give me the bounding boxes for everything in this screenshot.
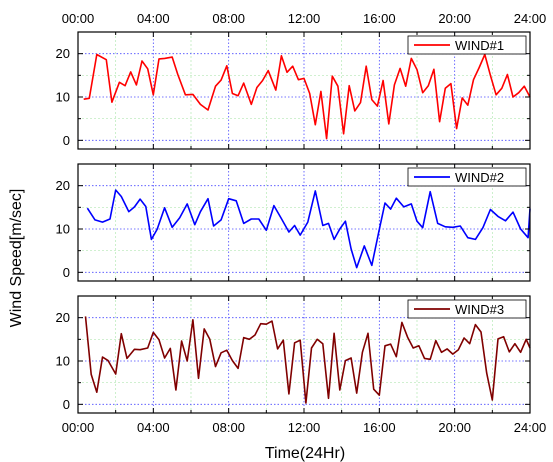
- x-tick-label: 12:00: [288, 11, 321, 26]
- legend-label: WIND#2: [455, 170, 504, 185]
- y-tick-label: 0: [63, 133, 70, 148]
- chart-panel: 0 10 20 WIND#2: [56, 163, 531, 282]
- legend-box: [407, 167, 527, 187]
- y-tick-label: 20: [56, 46, 70, 61]
- y-tick-label: 0: [63, 265, 70, 280]
- x-tick-label: 00:00: [62, 420, 95, 435]
- x-tick-label: 04:00: [137, 420, 170, 435]
- legend-label: WIND#3: [455, 302, 504, 317]
- bottom-time-axis: 00:00 04:00 08:00 12:00 16:00 20:00 24:00: [62, 420, 547, 435]
- x-tick-label: 12:00: [288, 420, 321, 435]
- y-tick-label: 20: [56, 310, 70, 325]
- y-axis-label: Wind Speed[m/sec]: [8, 189, 25, 328]
- chart-panel: 0 10 20 WIND#1: [56, 31, 531, 150]
- chart-panel: 0 10 20 WIND#3: [56, 295, 531, 414]
- x-tick-label: 20:00: [438, 420, 471, 435]
- x-tick-label: 16:00: [363, 420, 396, 435]
- x-tick-label: 08:00: [212, 11, 245, 26]
- x-tick-label: 04:00: [137, 11, 170, 26]
- x-tick-label: 16:00: [363, 11, 396, 26]
- series-line: [84, 316, 531, 404]
- y-tick-label: 20: [56, 178, 70, 193]
- x-tick-label: 24:00: [514, 420, 547, 435]
- legend-label: WIND#1: [455, 38, 504, 53]
- x-tick-label: 20:00: [438, 11, 471, 26]
- series-line: [83, 53, 531, 140]
- legend: WIND#2: [407, 167, 527, 187]
- y-tick-label: 10: [56, 222, 70, 237]
- legend-box: [407, 299, 527, 319]
- legend-box: [407, 35, 527, 55]
- x-axis-label: Time(24Hr): [265, 445, 345, 462]
- y-tick-label: 0: [63, 397, 70, 412]
- x-tick-label: 24:00: [514, 11, 547, 26]
- x-tick-label: 08:00: [212, 420, 245, 435]
- top-time-axis: 00:00 04:00 08:00 12:00 16:00 20:00 24:00: [62, 11, 547, 26]
- y-tick-label: 10: [56, 354, 70, 369]
- legend: WIND#1: [407, 35, 527, 55]
- series-line: [86, 189, 531, 269]
- chart-panels: 0 10 20 WIND#1 0 10 20 WIND#2 0 10 20 WIND#3: [56, 31, 531, 414]
- legend: WIND#3: [407, 299, 527, 319]
- y-tick-label: 10: [56, 90, 70, 105]
- x-tick-label: 00:00: [62, 11, 95, 26]
